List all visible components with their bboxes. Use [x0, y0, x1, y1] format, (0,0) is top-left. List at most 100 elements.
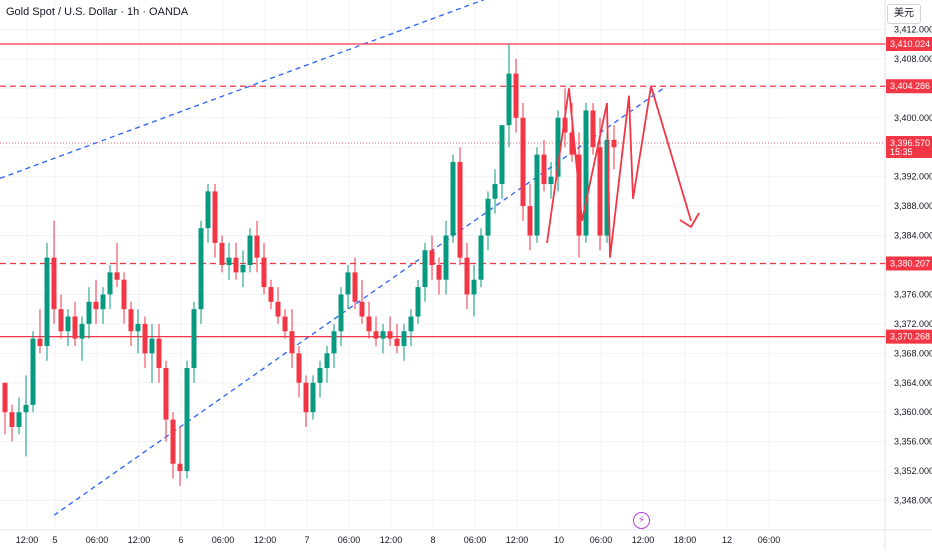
x-tick-label: 12:00: [380, 535, 403, 545]
candle-body: [457, 161, 463, 258]
candle-body: [443, 235, 449, 280]
candle-body: [86, 301, 92, 324]
y-tick-label: 3,412.000: [894, 24, 932, 34]
lightning-bolt-icon[interactable]: ⚡: [633, 512, 650, 529]
candle-body: [72, 316, 78, 339]
candle-body: [604, 139, 610, 236]
candle-body: [548, 176, 554, 185]
candle-body: [436, 265, 442, 280]
candle-body: [65, 316, 71, 332]
candle-body: [282, 316, 288, 332]
candle-body: [156, 338, 162, 369]
candle-body: [513, 73, 519, 118]
candle-body: [569, 132, 575, 155]
candle-body: [149, 338, 155, 354]
candle-body: [247, 235, 253, 265]
candle-body: [366, 316, 372, 332]
candle-body: [415, 287, 421, 317]
candle-body: [317, 368, 323, 383]
candle-body: [268, 287, 274, 302]
y-tick-label: 3,364.000: [894, 378, 932, 388]
candle-body: [261, 257, 267, 288]
candle-body: [2, 382, 8, 413]
candle-body: [289, 331, 295, 354]
candle-body: [142, 323, 148, 354]
price-level-label: 3,404.286: [890, 81, 930, 91]
candle-body: [184, 368, 190, 472]
candle-body: [310, 382, 316, 413]
candle-body: [331, 331, 337, 354]
candle-body: [37, 338, 43, 346]
candle-body: [471, 279, 477, 295]
candle-body: [408, 316, 414, 332]
price-level-label: 3,380.207: [890, 258, 930, 268]
candle-body: [478, 235, 484, 280]
candle-body: [555, 117, 561, 177]
currency-button[interactable]: 美元: [887, 4, 921, 24]
y-tick-label: 3,360.000: [894, 407, 932, 417]
y-tick-label: 3,356.000: [894, 437, 932, 447]
countdown-label: 15:35: [890, 147, 913, 157]
y-tick-label: 3,348.000: [894, 496, 932, 506]
candle-body: [205, 191, 211, 229]
candle-body: [44, 257, 50, 346]
candle-body: [170, 419, 176, 464]
candle-body: [177, 463, 183, 472]
x-tick-label: 12:00: [254, 535, 277, 545]
x-tick-label: 12:00: [632, 535, 655, 545]
candle-body: [296, 353, 302, 383]
x-tick-label: 12:00: [506, 535, 529, 545]
candle-body: [254, 235, 260, 258]
candle-body: [121, 279, 127, 310]
candle-body: [562, 117, 568, 133]
candle-body: [23, 404, 29, 413]
y-tick-label: 3,376.000: [894, 289, 932, 299]
projection-arrowhead: [679, 212, 700, 229]
candle-body: [422, 250, 428, 288]
candle-body: [128, 309, 134, 332]
price-level-tag: [886, 79, 932, 94]
current-price-tag: [886, 136, 932, 159]
candle-body: [16, 412, 22, 427]
x-tick-label: 06:00: [338, 535, 361, 545]
candle-body: [534, 154, 540, 236]
candle-body: [135, 323, 141, 332]
candle-body: [387, 331, 393, 339]
price-level-tag: [886, 329, 932, 344]
candle-body: [226, 257, 232, 265]
projection-path: [546, 85, 692, 258]
x-tick-label: 10: [554, 535, 564, 545]
candle-body: [597, 147, 603, 236]
candle-body: [485, 198, 491, 236]
channel-line-upper: [0, 0, 486, 180]
x-tick-label: 06:00: [212, 535, 235, 545]
candle-body: [520, 117, 526, 207]
candle-body: [359, 301, 365, 317]
y-tick-label: 3,388.000: [894, 201, 932, 211]
candle-body: [450, 161, 456, 236]
candle-body: [506, 73, 512, 126]
price-level-label: 3,370.268: [890, 332, 930, 342]
price-level-label: 3,410.024: [890, 39, 930, 49]
y-tick-label: 3,352.000: [894, 466, 932, 476]
candle-body: [100, 294, 106, 310]
candle-body: [324, 353, 330, 369]
candle-body: [590, 110, 596, 148]
candle-body: [9, 412, 15, 427]
y-tick-label: 3,392.000: [894, 172, 932, 182]
candle-body: [583, 110, 589, 236]
candle-body: [93, 301, 99, 310]
x-tick-label: 12:00: [16, 535, 39, 545]
candle-body: [492, 184, 498, 199]
price-level-tag: [886, 256, 932, 271]
x-tick-label: 5: [52, 535, 57, 545]
candle-body: [373, 331, 379, 339]
candle-body: [191, 309, 197, 369]
candle-body: [219, 242, 225, 265]
candle-body: [303, 382, 309, 413]
candle-body: [401, 331, 407, 346]
y-tick-label: 3,368.000: [894, 348, 932, 358]
candle-body: [163, 368, 169, 420]
